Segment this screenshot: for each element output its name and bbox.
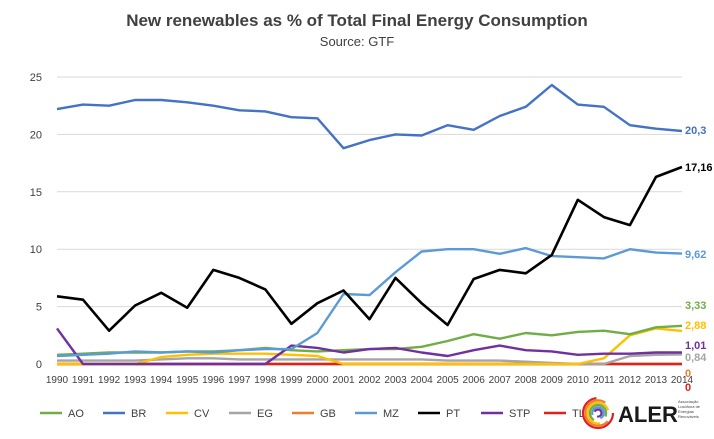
- y-tick-label: 0: [36, 359, 42, 371]
- end-label-br: 20,3: [685, 125, 706, 137]
- series-line-ao: [56, 324, 683, 356]
- y-tick-label: 15: [30, 187, 42, 199]
- end-labels: 3,33 20,3 2,88 0,84 0 9,62 17,16 1,01 0: [685, 125, 713, 394]
- logo-arc: [591, 406, 605, 420]
- logo-swirl-icon: [581, 396, 615, 430]
- end-label-stp: 1,01: [685, 340, 706, 352]
- logo-small-line: Energias: [678, 409, 694, 414]
- logo-arc: [581, 396, 615, 430]
- x-tick-label: 1999: [280, 375, 303, 386]
- x-tick-label: 2007: [489, 375, 512, 386]
- y-axis-ticks: 0 5 10 15 20 25: [30, 72, 42, 371]
- x-tick-label: 1998: [254, 375, 277, 386]
- x-tick-label: 2002: [358, 375, 381, 386]
- end-label-mz: 9,62: [685, 249, 706, 261]
- legend-label-pt: PT: [446, 408, 460, 420]
- x-tick-label: 1991: [72, 375, 95, 386]
- chart-subtitle: Source: GTF: [320, 34, 394, 49]
- y-tick-label: 25: [30, 72, 42, 84]
- logo-small-line: Lusófona de: [678, 404, 701, 409]
- legend-label-stp: STP: [509, 408, 530, 420]
- series-line-mz: [56, 246, 683, 358]
- x-tick-label: 2012: [619, 375, 642, 386]
- end-label-pt: 17,16: [685, 162, 713, 174]
- x-tick-label: 2004: [410, 375, 433, 386]
- series-line-pt: [56, 165, 683, 333]
- x-tick-label: 2011: [593, 375, 615, 386]
- x-axis-ticks: 1990 1991 1992 1993 1994 1995 1996 1997 1998 1999…: [46, 375, 694, 386]
- logo-arc: [593, 408, 603, 418]
- legend-label-ao: AO: [68, 408, 84, 420]
- x-tick-label: 2010: [567, 375, 590, 386]
- end-label-ao: 3,33: [685, 300, 706, 312]
- x-tick-label: 1994: [150, 375, 173, 386]
- x-tick-label: 2000: [306, 375, 329, 386]
- x-tick-label: 2009: [541, 375, 564, 386]
- y-tick-label: 20: [30, 129, 42, 141]
- legend-label-eg: EG: [257, 408, 273, 420]
- x-tick-label: 1993: [124, 375, 147, 386]
- x-tick-label: 1992: [98, 375, 121, 386]
- series-lines: [56, 83, 683, 366]
- chart-title: New renewables as % of Total Final Energ…: [126, 11, 588, 30]
- legend: AO BR CV EG GB MZ PT STP TL: [40, 408, 585, 420]
- legend-label-mz: MZ: [383, 408, 399, 420]
- series-line-br: [56, 83, 683, 150]
- x-tick-label: 1990: [46, 375, 69, 386]
- x-tick-label: 2006: [463, 375, 486, 386]
- x-tick-label: 2013: [645, 375, 668, 386]
- legend-label-br: BR: [131, 408, 146, 420]
- legend-label-gb: GB: [320, 408, 336, 420]
- series-line-stp: [56, 327, 683, 366]
- logo-small-line: Associação: [678, 399, 699, 404]
- x-tick-label: 2014: [671, 375, 694, 386]
- gridlines: [57, 76, 682, 365]
- x-tick-label: 2005: [437, 375, 460, 386]
- end-label-gb: 0: [685, 368, 691, 380]
- end-label-cv: 2,88: [685, 320, 706, 332]
- series-line-cv: [57, 327, 683, 366]
- x-tick-label: 1996: [202, 375, 225, 386]
- x-tick-label: 1995: [176, 375, 199, 386]
- logo-text: ALER: [618, 402, 678, 427]
- legend-label-tl: TL: [572, 408, 585, 420]
- y-tick-label: 10: [30, 244, 42, 256]
- legend-label-cv: CV: [194, 408, 210, 420]
- x-tick-label: 2008: [515, 375, 538, 386]
- x-tick-label: 1997: [228, 375, 251, 386]
- logo-small-line: Renováveis: [678, 414, 699, 419]
- logo-arc: [586, 401, 610, 425]
- logo-arc: [584, 399, 612, 427]
- end-label-tl: 0: [685, 382, 691, 394]
- y-tick-label: 5: [36, 302, 42, 314]
- x-tick-label: 2003: [384, 375, 407, 386]
- x-tick-label: 2001: [332, 375, 355, 386]
- end-label-eg: 0,84: [685, 352, 707, 364]
